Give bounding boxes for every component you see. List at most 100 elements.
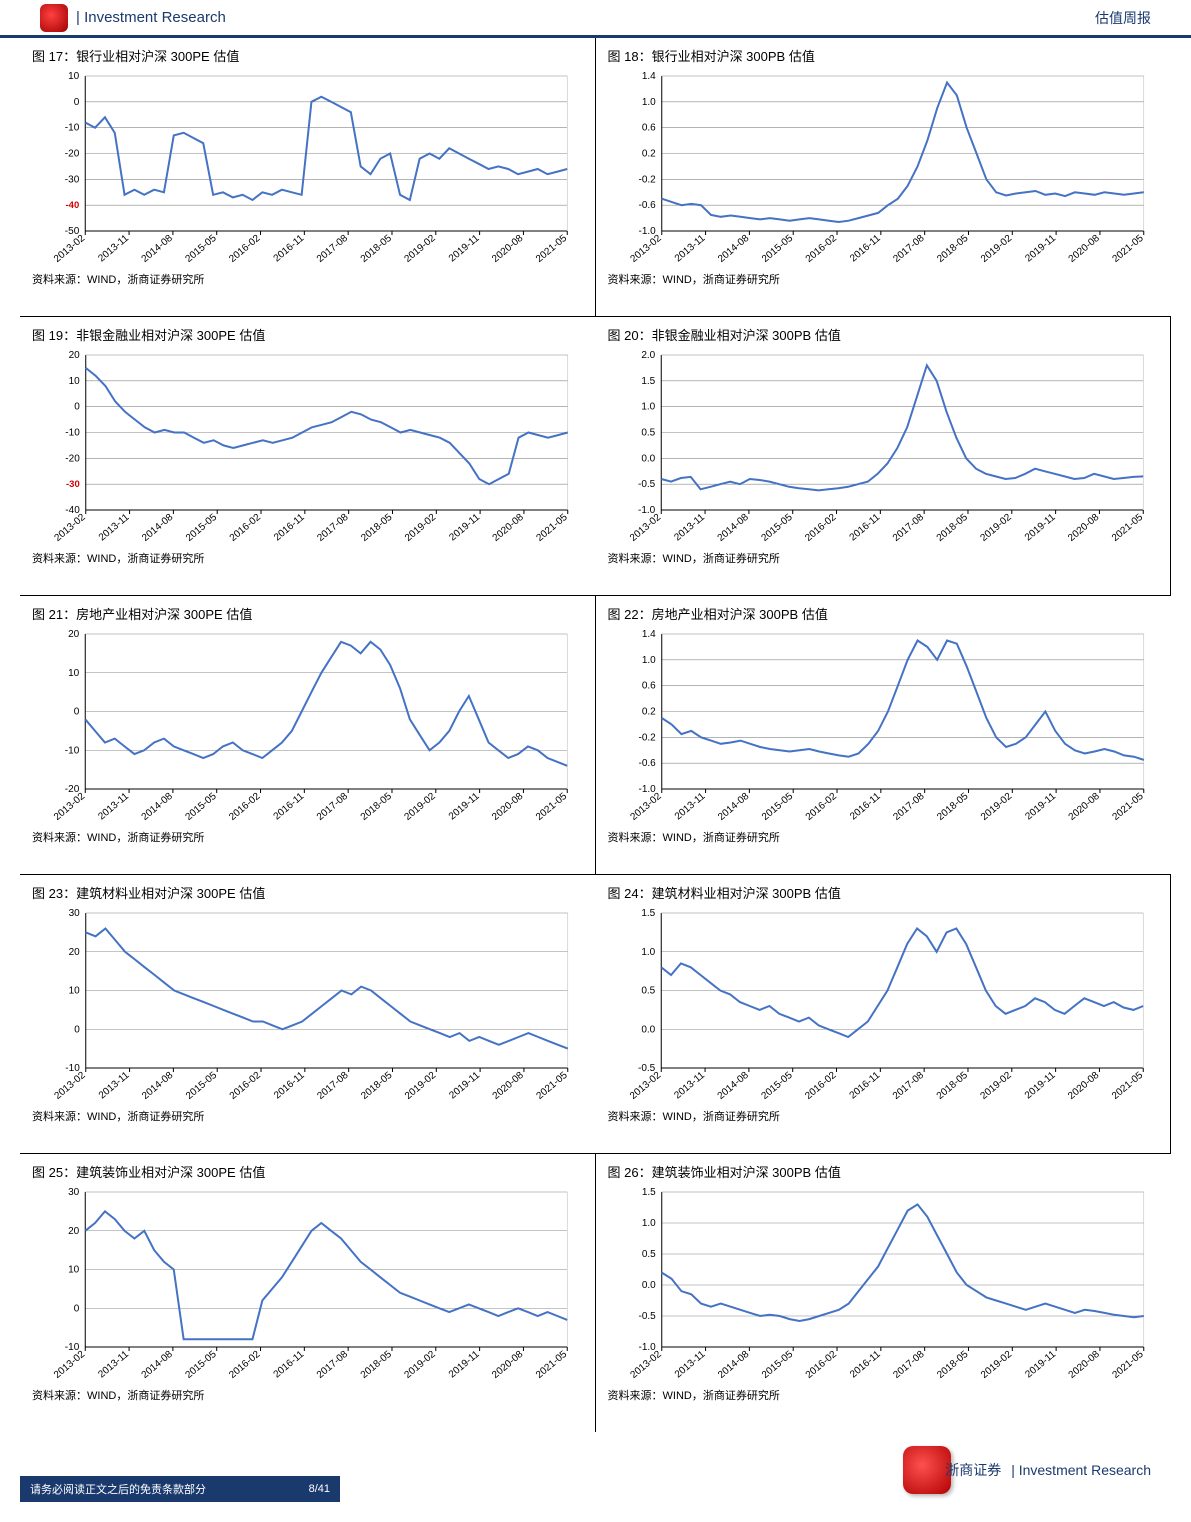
chart-title: 图 22：房地产业相对沪深 300PB 估值	[606, 604, 1162, 624]
svg-text:2018-05: 2018-05	[359, 233, 395, 265]
svg-text:2017-08: 2017-08	[315, 233, 351, 265]
svg-text:2014-08: 2014-08	[715, 1070, 751, 1102]
svg-text:-0.2: -0.2	[638, 732, 656, 743]
svg-text:2013-02: 2013-02	[627, 1070, 663, 1102]
svg-text:2017-08: 2017-08	[890, 1070, 926, 1102]
svg-text:1.4: 1.4	[641, 71, 655, 82]
svg-text:-10: -10	[65, 428, 80, 439]
svg-text:0.5: 0.5	[641, 986, 655, 997]
svg-text:30: 30	[68, 1187, 80, 1198]
svg-text:2016-11: 2016-11	[272, 1070, 307, 1102]
chart-cell-c7: 图 23：建筑材料业相对沪深 300PE 估值-1001020302013-02…	[20, 875, 596, 1153]
svg-text:2016-11: 2016-11	[272, 233, 307, 265]
svg-text:2017-08: 2017-08	[315, 512, 351, 544]
chart-title: 图 26：建筑装饰业相对沪深 300PB 估值	[606, 1162, 1162, 1182]
svg-text:2016-11: 2016-11	[847, 512, 882, 544]
svg-text:2015-05: 2015-05	[759, 1349, 795, 1381]
svg-text:2020-08: 2020-08	[491, 512, 527, 544]
brand-logo-icon	[903, 1446, 951, 1494]
svg-text:2013-02: 2013-02	[628, 1349, 664, 1381]
svg-text:2013-02: 2013-02	[52, 791, 88, 823]
svg-text:2014-08: 2014-08	[716, 233, 752, 265]
svg-text:2016-02: 2016-02	[803, 512, 839, 544]
svg-text:2016-02: 2016-02	[227, 1349, 263, 1381]
svg-text:2017-08: 2017-08	[891, 233, 927, 265]
chart-plot: -1.0-0.6-0.20.20.61.01.42013-022013-1120…	[606, 628, 1162, 823]
svg-text:2019-11: 2019-11	[1023, 233, 1058, 265]
svg-text:2020-08: 2020-08	[490, 791, 526, 823]
svg-text:2.0: 2.0	[641, 350, 655, 361]
svg-text:2013-02: 2013-02	[628, 233, 664, 265]
svg-text:2013-11: 2013-11	[672, 512, 707, 544]
svg-text:2015-05: 2015-05	[759, 512, 795, 544]
svg-text:2015-05: 2015-05	[759, 233, 795, 265]
svg-text:2015-05: 2015-05	[759, 1070, 795, 1102]
svg-text:2019-02: 2019-02	[403, 791, 439, 823]
svg-text:0.5: 0.5	[641, 1249, 655, 1260]
svg-text:0.0: 0.0	[641, 1280, 655, 1291]
brand-logo-icon	[40, 4, 68, 32]
svg-text:2013-11: 2013-11	[672, 233, 707, 265]
svg-text:1.0: 1.0	[641, 655, 655, 666]
chart-source: 资料来源：WIND，浙商证券研究所	[606, 1108, 1161, 1124]
chart-cell-c5: 图 21：房地产业相对沪深 300PE 估值-20-10010202013-02…	[20, 596, 596, 874]
svg-text:0: 0	[74, 1024, 80, 1035]
svg-text:2019-11: 2019-11	[1022, 1070, 1057, 1102]
svg-text:2013-02: 2013-02	[52, 1070, 88, 1102]
svg-text:2016-11: 2016-11	[272, 512, 307, 544]
svg-text:2018-05: 2018-05	[935, 791, 971, 823]
chart-plot: -50-40-30-20-100102013-022013-112014-082…	[30, 70, 585, 265]
svg-text:-10: -10	[65, 745, 80, 756]
svg-text:2016-02: 2016-02	[228, 1070, 264, 1102]
svg-text:2018-05: 2018-05	[935, 1349, 971, 1381]
svg-text:2021-05: 2021-05	[1110, 233, 1146, 265]
chart-source: 资料来源：WIND，浙商证券研究所	[30, 1108, 586, 1124]
chart-plot: -40-30-20-10010202013-022013-112014-0820…	[30, 349, 586, 544]
chart-source: 资料来源：WIND，浙商证券研究所	[30, 271, 585, 287]
svg-text:1.5: 1.5	[641, 376, 655, 387]
svg-text:2019-11: 2019-11	[447, 1070, 482, 1102]
svg-text:2020-08: 2020-08	[1066, 1349, 1102, 1381]
svg-text:-10: -10	[65, 123, 80, 134]
svg-text:2019-11: 2019-11	[447, 791, 482, 823]
svg-text:2018-05: 2018-05	[359, 512, 395, 544]
svg-text:2016-02: 2016-02	[803, 1070, 839, 1102]
chart-cell-c8: 图 24：建筑材料业相对沪深 300PB 估值-0.50.00.51.01.52…	[596, 875, 1172, 1153]
svg-text:1.0: 1.0	[641, 402, 655, 413]
svg-text:2019-02: 2019-02	[979, 233, 1015, 265]
svg-text:2013-11: 2013-11	[672, 1349, 707, 1381]
chart-plot: -1001020302013-022013-112014-082015-0520…	[30, 907, 586, 1102]
svg-text:0.2: 0.2	[641, 149, 655, 160]
chart-source: 资料来源：WIND，浙商证券研究所	[606, 1387, 1162, 1403]
svg-text:2020-08: 2020-08	[1066, 1070, 1102, 1102]
svg-text:2019-11: 2019-11	[447, 512, 482, 544]
svg-text:2021-05: 2021-05	[534, 1349, 570, 1381]
chart-title: 图 25：建筑装饰业相对沪深 300PE 估值	[30, 1162, 585, 1182]
svg-text:2019-11: 2019-11	[1022, 512, 1057, 544]
svg-text:10: 10	[68, 668, 80, 679]
svg-text:30: 30	[69, 908, 81, 919]
chart-title: 图 19：非银金融业相对沪深 300PE 估值	[30, 325, 586, 345]
svg-text:2021-05: 2021-05	[1109, 512, 1145, 544]
svg-text:2020-08: 2020-08	[1066, 233, 1102, 265]
svg-text:2021-05: 2021-05	[534, 233, 570, 265]
chart-source: 资料来源：WIND，浙商证券研究所	[606, 271, 1162, 287]
svg-text:2015-05: 2015-05	[183, 791, 219, 823]
svg-text:2019-11: 2019-11	[447, 1349, 482, 1381]
chart-cell-c10: 图 26：建筑装饰业相对沪深 300PB 估值-1.0-0.50.00.51.0…	[596, 1154, 1172, 1432]
chart-title: 图 20：非银金融业相对沪深 300PB 估值	[606, 325, 1161, 345]
svg-text:2021-05: 2021-05	[1109, 1070, 1145, 1102]
svg-text:2013-11: 2013-11	[97, 1070, 132, 1102]
chart-source: 资料来源：WIND，浙商证券研究所	[30, 550, 586, 566]
svg-text:2015-05: 2015-05	[759, 791, 795, 823]
svg-text:1.0: 1.0	[641, 97, 655, 108]
svg-text:2014-08: 2014-08	[716, 1349, 752, 1381]
svg-text:2015-05: 2015-05	[184, 512, 220, 544]
svg-text:2013-11: 2013-11	[97, 512, 132, 544]
svg-text:0.5: 0.5	[641, 428, 655, 439]
svg-text:-20: -20	[65, 453, 80, 464]
page-header: | Investment Research 估值周报	[0, 0, 1191, 38]
svg-text:-0.6: -0.6	[638, 200, 656, 211]
svg-text:2016-11: 2016-11	[272, 1349, 307, 1381]
svg-text:2014-08: 2014-08	[140, 791, 176, 823]
